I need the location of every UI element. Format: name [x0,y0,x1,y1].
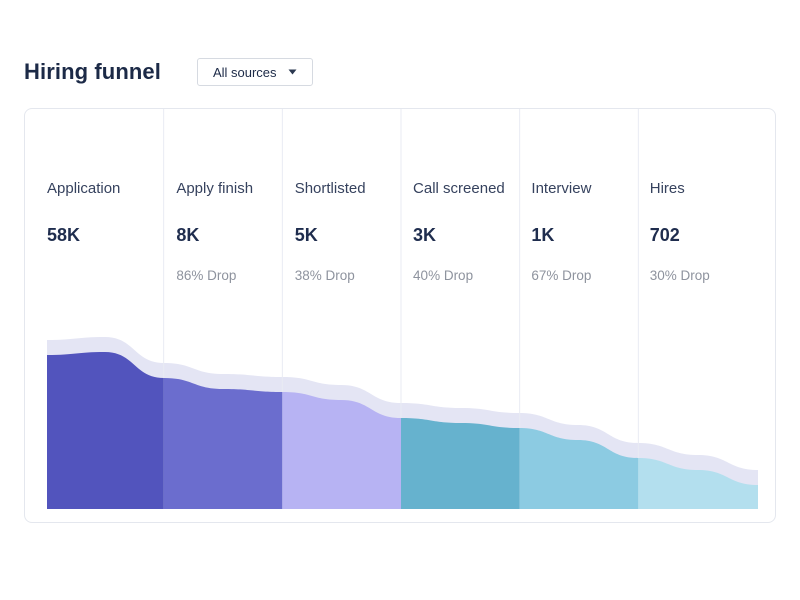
stage-application: Application 58K [25,179,163,284]
stage-drop: 67% Drop [531,268,592,283]
source-filter-label: All sources [212,64,277,80]
funnel-card: Application 58K Apply finish 8K 86% Drop… [24,108,776,523]
stage-label: Call screened [413,180,505,197]
stage-shortlisted: Shortlisted 5K 38% Drop [282,179,400,284]
header: Hiring funnel All sources [0,0,800,86]
stage-drop: 30% Drop [649,268,710,283]
caret-down-icon [288,69,297,75]
stage-value: 5K [294,225,318,245]
stage-label: Interview [531,180,592,197]
funnel-chart [47,109,758,509]
stage-value: 3K [413,225,437,245]
stage-drop: 40% Drop [413,268,474,283]
stage-interview: Interview 1K 67% Drop [518,179,636,284]
stage-label: Hires [649,180,685,197]
stage-label: Shortlisted [294,180,366,197]
funnel-segment-0 [47,352,164,509]
stage-value: 702 [649,225,680,245]
page-title: Hiring funnel [24,59,161,84]
stage-drop: 38% Drop [294,268,355,283]
source-filter-dropdown[interactable]: All sources [196,58,313,86]
stage-label: Application [47,180,121,197]
stage-apply-finish: Apply finish 8K 86% Drop [163,179,281,284]
stage-value: 1K [531,225,555,245]
stage-value: 58K [47,225,81,245]
stage-call-screened: Call screened 3K 40% Drop [400,179,518,284]
stage-hires: Hires 702 30% Drop [637,179,775,284]
funnel-stats: Application 58K Apply finish 8K 86% Drop… [25,109,775,284]
stage-label: Apply finish [176,180,254,197]
stage-drop: 86% Drop [176,268,237,283]
stage-value: 8K [176,225,200,245]
